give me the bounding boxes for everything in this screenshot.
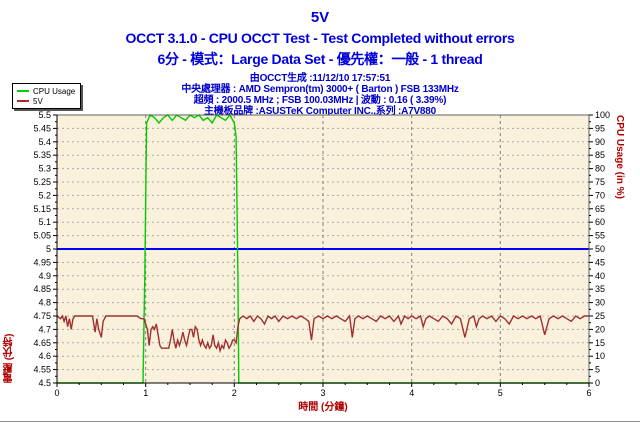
svg-text:4.8: 4.8 [38, 298, 51, 308]
info-motherboard: 主機板品牌 :ASUSTeK Computer INC.,系列 :A7V880 [203, 106, 437, 117]
cpu-usage-line-swatch [17, 90, 29, 92]
svg-text:1: 1 [143, 388, 148, 398]
y-axis-right-ticks: 0 5 10 15 20 25 30 35 40 45 50 55 60 65 70 75 80 85 90 95 10… [589, 110, 610, 388]
chart-subtitle-mode: 6分 - 模式：Large Data Set - 優先權：一般 - 1 thre… [157, 51, 483, 67]
info-cpu: 中央處理器 : AMD Sempron(tm) 3000+ ( Barton )… [181, 84, 459, 95]
svg-text:55: 55 [595, 231, 605, 241]
y-axis-label-voltage: 電壓 (伏特) [4, 333, 15, 383]
svg-text:95: 95 [595, 123, 605, 133]
svg-text:4.65: 4.65 [33, 338, 51, 348]
svg-text:5.25: 5.25 [33, 177, 51, 187]
chart-subtitle-test: OCCT 3.1.0 - CPU OCCT Test - Test Comple… [125, 30, 515, 46]
svg-text:4.7: 4.7 [38, 324, 51, 334]
svg-text:3: 3 [320, 388, 325, 398]
svg-text:15: 15 [595, 338, 605, 348]
y-axis-label-cpu-usage: CPU Usage (in %) [614, 115, 625, 199]
svg-text:5.4: 5.4 [38, 137, 51, 147]
svg-text:4: 4 [409, 388, 414, 398]
svg-text:4.9: 4.9 [38, 271, 51, 281]
legend-label-5v: 5V [33, 96, 43, 106]
svg-text:85: 85 [595, 150, 605, 160]
svg-text:10: 10 [595, 351, 605, 361]
svg-text:6: 6 [586, 388, 591, 398]
bottom-separator-line [0, 421, 640, 422]
svg-text:90: 90 [595, 137, 605, 147]
svg-text:4.5: 4.5 [38, 378, 51, 388]
info-generated-at: 由OCCT生成 :11/12/10 17:57:51 [249, 73, 391, 84]
series-5v [56, 314, 589, 354]
chart-title: 5V [310, 9, 330, 26]
svg-text:4.85: 4.85 [33, 284, 51, 294]
svg-text:60: 60 [595, 217, 605, 227]
svg-text:65: 65 [595, 204, 605, 214]
svg-text:0: 0 [595, 378, 600, 388]
svg-text:75: 75 [595, 177, 605, 187]
svg-text:4.55: 4.55 [33, 365, 51, 375]
svg-text:5.15: 5.15 [33, 204, 51, 214]
svg-text:0: 0 [54, 388, 59, 398]
svg-text:2: 2 [232, 388, 237, 398]
svg-text:70: 70 [595, 190, 605, 200]
5v-line-swatch [17, 100, 29, 102]
svg-text:30: 30 [595, 298, 605, 308]
svg-text:5: 5 [46, 244, 51, 254]
legend-item-cpu-usage: CPU Usage [17, 86, 75, 96]
svg-text:45: 45 [595, 257, 605, 267]
svg-text:5.1: 5.1 [38, 217, 51, 227]
legend-label-cpu-usage: CPU Usage [33, 86, 76, 96]
svg-text:5.2: 5.2 [38, 190, 51, 200]
svg-text:25: 25 [595, 311, 605, 321]
x-axis-ticks: 0 1 2 3 4 5 6 [54, 383, 592, 398]
y-axis-left-ticks: 4.5 4.55 4.6 4.65 4.7 4.75 4.8 4.85 4.9 4.95 5 5.05… [33, 110, 57, 388]
series-cpu-usage [57, 113, 589, 384]
chart-legend: CPU Usage 5V [12, 83, 82, 109]
svg-text:100: 100 [595, 110, 610, 120]
svg-text:5: 5 [595, 365, 600, 375]
svg-text:4.75: 4.75 [33, 311, 51, 321]
svg-text:5.45: 5.45 [33, 123, 51, 133]
svg-text:4.6: 4.6 [38, 351, 51, 361]
legend-item-5v: 5V [17, 96, 75, 106]
svg-text:5: 5 [498, 388, 503, 398]
svg-text:5.5: 5.5 [38, 110, 51, 120]
svg-text:35: 35 [595, 284, 605, 294]
svg-text:50: 50 [595, 244, 605, 254]
svg-text:40: 40 [595, 271, 605, 281]
svg-text:4.95: 4.95 [33, 257, 51, 267]
svg-text:20: 20 [595, 324, 605, 334]
svg-text:5.35: 5.35 [33, 150, 51, 160]
svg-text:5.3: 5.3 [38, 164, 51, 174]
x-axis-label-time: 時間 (分鐘) [298, 402, 348, 413]
svg-text:80: 80 [595, 164, 605, 174]
svg-text:5.05: 5.05 [33, 231, 51, 241]
info-frequency: 超頻 : 2000.5 MHz ; FSB 100.03MHz | 波動 : 0… [193, 95, 447, 106]
